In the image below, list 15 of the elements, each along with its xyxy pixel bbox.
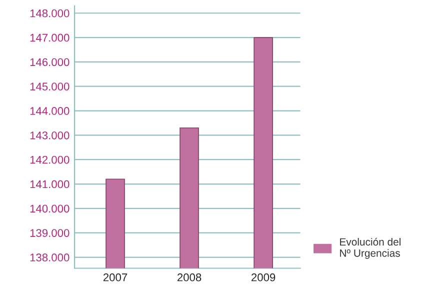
legend-label: Evolución del Nº Urgencias	[340, 238, 400, 259]
y-tick-label: 143.000	[30, 131, 70, 140]
x-tick-label: 2008	[177, 273, 202, 282]
x-tick-label: 2007	[103, 273, 128, 282]
y-tick-label: 139.000	[30, 229, 70, 237]
y-tick-label: 141.000	[30, 180, 70, 188]
y-tick-label: 147.000	[30, 34, 70, 42]
y-tick-label: 146.000	[30, 58, 70, 66]
y-tick-label: 148.000	[30, 9, 70, 18]
y-tick-label: 144.000	[30, 107, 70, 115]
x-tick-label: 2009	[252, 273, 276, 282]
y-tick-label: 138.000	[30, 254, 70, 262]
y-tick-label: 145.000	[30, 82, 70, 90]
y-tick-label: 140.000	[30, 204, 70, 213]
y-tick-label: 142.000	[30, 156, 70, 164]
